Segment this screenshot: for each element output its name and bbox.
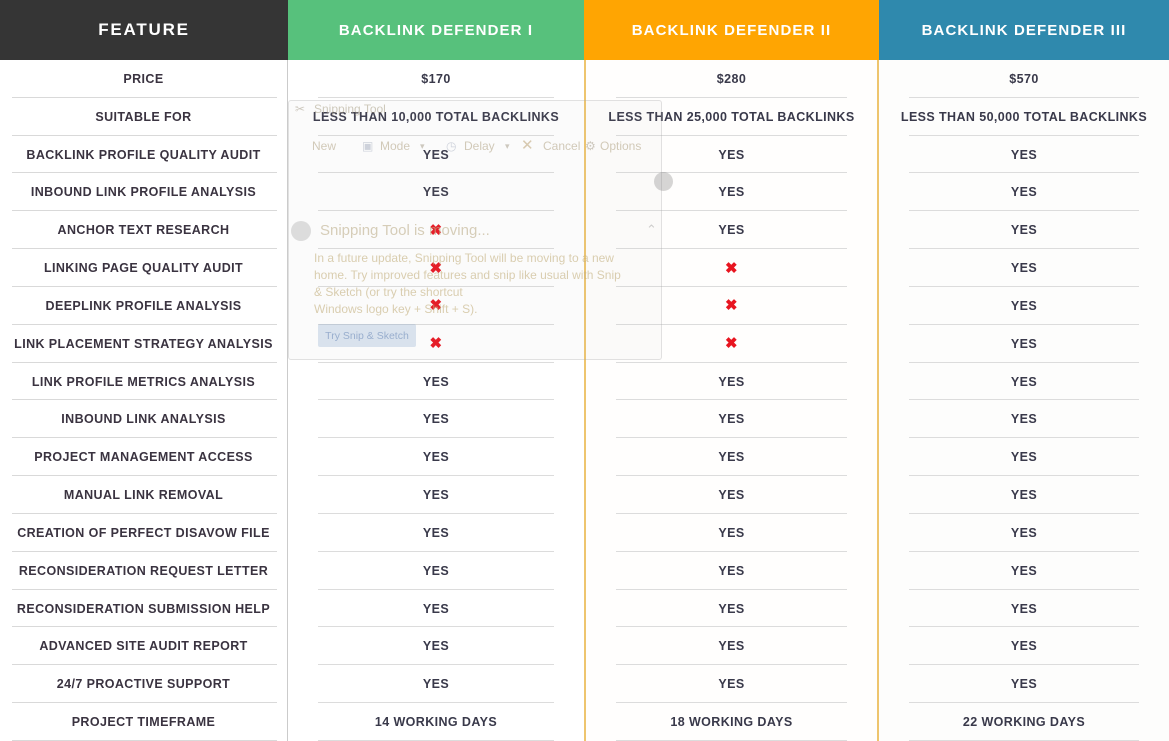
value-cell: YES — [288, 590, 584, 628]
feature-cell: INBOUND LINK ANALYSIS — [0, 400, 287, 439]
feature-cell: INBOUND LINK PROFILE ANALYSIS — [0, 173, 287, 212]
feature-cell: 24/7 PROACTIVE SUPPORT — [0, 665, 287, 703]
value-cell: ✖ — [288, 249, 584, 287]
value-cell: YES — [879, 363, 1169, 401]
plan-header-backlink-defender-3: BACKLINK DEFENDER III — [879, 0, 1169, 60]
value-cell: YES — [586, 173, 877, 212]
value-cell: YES — [879, 325, 1169, 363]
value-cell: YES — [288, 514, 584, 552]
value-cell: YES — [879, 136, 1169, 174]
value-cell: YES — [879, 173, 1169, 212]
value-cell: YES — [879, 438, 1169, 476]
value-cell: YES — [586, 552, 877, 590]
value-cell: YES — [879, 514, 1169, 552]
value-cell: YES — [288, 438, 584, 476]
table-header-row: FEATURE BACKLINK DEFENDER I BACKLINK DEF… — [0, 0, 1169, 60]
value-cell: YES — [586, 211, 877, 249]
value-cell: YES — [879, 476, 1169, 514]
plan-column-2-featured: $280 LESS THAN 25,000 TOTAL BACKLINKS YES Y… — [584, 60, 879, 741]
value-cell: ✖ — [586, 287, 877, 325]
value-cell: YES — [586, 363, 877, 401]
value-cell: YES — [879, 400, 1169, 439]
feature-cell: CREATION OF PERFECT DISAVOW FILE — [0, 514, 287, 552]
value-cell: ✖ — [586, 249, 877, 287]
feature-cell: LINK PROFILE METRICS ANALYSIS — [0, 363, 287, 401]
cross-icon: ✖ — [429, 335, 443, 353]
value-cell: YES — [288, 173, 584, 212]
feature-cell: RECONSIDERATION SUBMISSION HELP — [0, 590, 287, 628]
feature-cell: MANUAL LINK REMOVAL — [0, 476, 287, 514]
feature-cell: DEEPLINK PROFILE ANALYSIS — [0, 287, 287, 325]
value-cell: YES — [879, 590, 1169, 628]
feature-cell: ANCHOR TEXT RESEARCH — [0, 211, 287, 249]
value-cell: 22 WORKING DAYS — [879, 703, 1169, 741]
value-cell: YES — [586, 590, 877, 628]
value-cell: YES — [879, 211, 1169, 249]
value-cell: $570 — [879, 60, 1169, 98]
value-cell: YES — [879, 627, 1169, 666]
feature-cell: RECONSIDERATION REQUEST LETTER — [0, 552, 287, 590]
feature-cell: PRICE — [0, 60, 287, 98]
value-cell: YES — [586, 476, 877, 514]
feature-column-header: FEATURE — [0, 0, 288, 60]
value-cell: $170 — [288, 60, 584, 98]
value-cell: YES — [879, 249, 1169, 287]
value-cell: YES — [586, 400, 877, 439]
value-cell: ✖ — [586, 325, 877, 363]
feature-cell: LINK PLACEMENT STRATEGY ANALYSIS — [0, 325, 287, 363]
feature-cell: SUITABLE FOR — [0, 98, 287, 136]
value-cell: ✖ — [288, 211, 584, 249]
cross-icon: ✖ — [429, 259, 443, 277]
feature-cell: PROJECT MANAGEMENT ACCESS — [0, 438, 287, 476]
cross-icon: ✖ — [725, 259, 738, 277]
value-cell: 14 WORKING DAYS — [288, 703, 584, 741]
value-cell: YES — [879, 552, 1169, 590]
cross-icon: ✖ — [725, 335, 738, 353]
table-body: PRICE SUITABLE FOR BACKLINK PROFILE QUALIT… — [0, 60, 1169, 741]
value-cell: LESS THAN 50,000 TOTAL BACKLINKS — [879, 98, 1169, 136]
feature-cell: BACKLINK PROFILE QUALITY AUDIT — [0, 136, 287, 174]
value-cell: YES — [288, 552, 584, 590]
plan-header-backlink-defender-2: BACKLINK DEFENDER II — [584, 0, 879, 60]
cross-icon: ✖ — [429, 297, 443, 315]
value-cell: YES — [586, 665, 877, 703]
cross-icon: ✖ — [429, 221, 443, 239]
value-cell: YES — [586, 136, 877, 174]
feature-cell: LINKING PAGE QUALITY AUDIT — [0, 249, 287, 287]
value-cell: YES — [288, 136, 584, 174]
value-cell: YES — [288, 476, 584, 514]
cross-icon: ✖ — [725, 297, 738, 315]
value-cell: YES — [586, 514, 877, 552]
value-cell: LESS THAN 10,000 TOTAL BACKLINKS — [288, 98, 584, 136]
feature-cell: PROJECT TIMEFRAME — [0, 703, 287, 741]
plan-column-3: $570 LESS THAN 50,000 TOTAL BACKLINKS YES Y… — [879, 60, 1169, 741]
value-cell: YES — [586, 627, 877, 666]
value-cell: 18 WORKING DAYS — [586, 703, 877, 741]
value-cell: LESS THAN 25,000 TOTAL BACKLINKS — [586, 98, 877, 136]
value-cell: YES — [288, 665, 584, 703]
feature-column: PRICE SUITABLE FOR BACKLINK PROFILE QUALIT… — [0, 60, 288, 741]
value-cell: YES — [288, 627, 584, 666]
value-cell: ✖ — [288, 325, 584, 363]
value-cell: YES — [879, 665, 1169, 703]
value-cell: $280 — [586, 60, 877, 98]
value-cell: YES — [586, 438, 877, 476]
plan-column-1: $170 LESS THAN 10,000 TOTAL BACKLINKS YES Y… — [288, 60, 584, 741]
plan-header-backlink-defender-1: BACKLINK DEFENDER I — [288, 0, 584, 60]
value-cell: YES — [288, 363, 584, 401]
value-cell: YES — [288, 400, 584, 439]
value-cell: ✖ — [288, 287, 584, 325]
value-cell: YES — [879, 287, 1169, 325]
feature-cell: ADVANCED SITE AUDIT REPORT — [0, 627, 287, 666]
